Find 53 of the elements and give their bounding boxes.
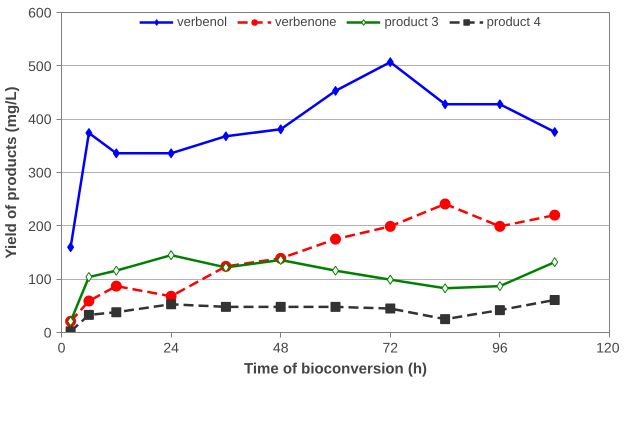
point xyxy=(386,57,394,68)
point xyxy=(112,266,120,276)
y-tick-label: 200 xyxy=(28,218,52,234)
y-tick-label: 100 xyxy=(28,271,52,288)
point xyxy=(110,280,122,292)
point xyxy=(84,310,94,320)
point xyxy=(277,124,284,134)
y-tick-label: 0 xyxy=(44,324,52,340)
point xyxy=(442,99,449,110)
point xyxy=(330,302,340,312)
point xyxy=(440,198,451,210)
point xyxy=(496,281,504,292)
point xyxy=(442,283,449,294)
point xyxy=(83,296,94,307)
y-tick-label: 600 xyxy=(28,4,52,20)
point xyxy=(168,250,175,260)
point xyxy=(85,272,92,282)
y-tick-label: 300 xyxy=(28,164,52,180)
x-tick-label: 72 xyxy=(382,340,398,356)
x-tick-label: 96 xyxy=(492,340,508,356)
point xyxy=(330,234,341,245)
point xyxy=(494,220,506,232)
point xyxy=(111,307,122,318)
point xyxy=(551,126,558,137)
point xyxy=(549,210,560,221)
x-tick-label: 0 xyxy=(58,340,66,356)
y-axis-title: Yield of products (mg/L) xyxy=(3,86,20,258)
point xyxy=(67,242,74,252)
x-tick-label: 120 xyxy=(596,340,620,356)
x-tick-label: 24 xyxy=(163,340,180,356)
point xyxy=(276,302,286,312)
point xyxy=(386,274,394,285)
point xyxy=(166,299,176,310)
x-axis-title: Time of bioconversion (h) xyxy=(244,360,428,378)
legend-label: product 4 xyxy=(486,14,541,29)
point xyxy=(440,314,450,324)
point xyxy=(385,304,396,314)
point xyxy=(222,131,230,142)
point xyxy=(384,220,396,232)
point xyxy=(494,305,505,316)
point xyxy=(220,302,231,312)
point xyxy=(85,128,92,138)
legend-label: verbenol xyxy=(177,14,227,29)
legend-label: verbenone xyxy=(274,14,336,29)
point xyxy=(496,99,504,110)
point xyxy=(550,294,560,305)
point xyxy=(168,148,175,158)
point xyxy=(551,257,558,268)
y-tick-label: 400 xyxy=(28,111,52,128)
y-tick-label: 500 xyxy=(28,58,52,74)
point xyxy=(112,148,120,158)
legend-label: product 3 xyxy=(384,14,439,29)
x-tick-label: 48 xyxy=(272,340,289,356)
